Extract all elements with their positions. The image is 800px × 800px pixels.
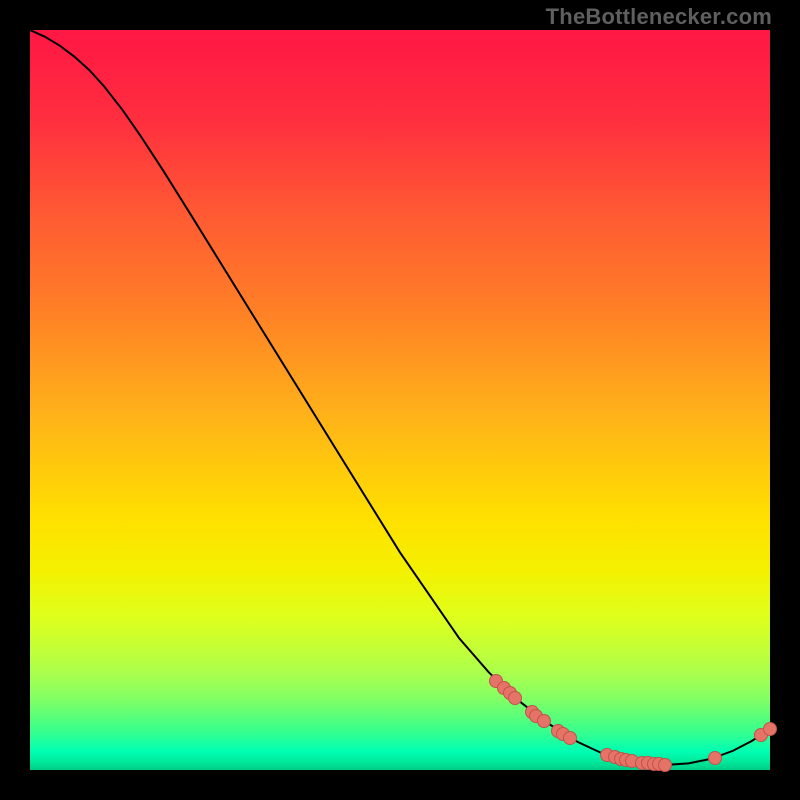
data-point-marker [763, 722, 777, 736]
data-point-marker [508, 691, 522, 705]
figure-frame: TheBottlenecker.com [0, 0, 800, 800]
data-point-marker [708, 751, 722, 765]
data-point-marker [537, 714, 551, 728]
watermark-text: TheBottlenecker.com [546, 4, 772, 30]
background-gradient [30, 30, 770, 770]
plot-area [30, 30, 770, 770]
data-point-marker [563, 731, 577, 745]
data-point-marker [658, 758, 672, 772]
